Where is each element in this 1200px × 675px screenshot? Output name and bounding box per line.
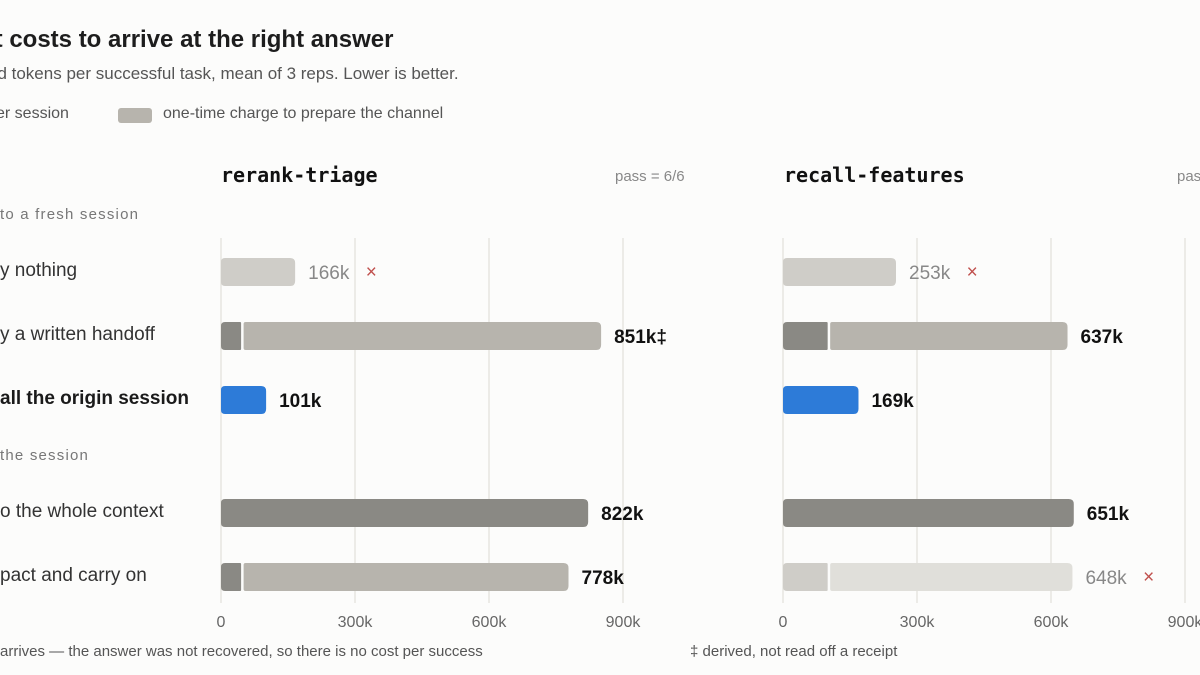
bar-value-label: 851k‡ bbox=[614, 327, 667, 348]
legend-item-prep: one-time charge to prepare the channel bbox=[118, 105, 443, 123]
bar-value-label: 169k bbox=[871, 391, 914, 412]
bar-segment bbox=[221, 563, 242, 591]
panel-title: recall-features bbox=[784, 163, 965, 187]
fail-mark-icon: × bbox=[967, 262, 978, 283]
footnote-derived: ‡ derived, not read off a receipt bbox=[690, 643, 898, 660]
panel-pass: pass = 6/6 bbox=[615, 168, 685, 185]
bar-value-label: 166k bbox=[308, 263, 350, 284]
row-label: all the origin session bbox=[0, 388, 189, 409]
bar-value-label: 651k bbox=[1087, 504, 1130, 525]
legend-label: one-time charge to prepare the channel bbox=[163, 105, 444, 122]
bar-value-label: 648k bbox=[1085, 568, 1127, 589]
x-tick-label: 0 bbox=[779, 614, 788, 631]
bar-value-label: 778k bbox=[582, 568, 625, 589]
row-label: pact and carry on bbox=[0, 565, 147, 586]
bar-value-label: 637k bbox=[1081, 327, 1124, 348]
bar-value-label: 253k bbox=[909, 263, 951, 284]
chart-title: it costs to arrive at the right answer bbox=[0, 26, 394, 53]
chart-subtitle: ed tokens per successful task, mean of 3… bbox=[0, 64, 459, 83]
x-tick-label: 0 bbox=[217, 614, 226, 631]
bar-segment bbox=[783, 322, 828, 350]
x-tick-label: 300k bbox=[338, 614, 374, 631]
panel-pass: pas bbox=[1177, 168, 1200, 185]
bar-segment bbox=[830, 563, 1073, 591]
bar-segment bbox=[783, 386, 859, 414]
bar-segment bbox=[221, 322, 242, 350]
row-label: y nothing bbox=[0, 260, 78, 281]
row-label: y a written handoff bbox=[0, 324, 155, 345]
bar-segment bbox=[830, 322, 1068, 350]
bar-segment bbox=[783, 258, 897, 286]
footnote-fail: arrives — the answer was not recovered, … bbox=[0, 643, 483, 660]
bar-segment bbox=[243, 563, 569, 591]
x-tick-label: 900k bbox=[1168, 614, 1200, 631]
bar-segment bbox=[783, 563, 828, 591]
x-tick-label: 600k bbox=[1034, 614, 1070, 631]
x-tick-label: 300k bbox=[900, 614, 936, 631]
x-tick-label: 900k bbox=[606, 614, 642, 631]
x-tick-label: 600k bbox=[472, 614, 508, 631]
legend-label: er session bbox=[0, 105, 69, 122]
row-label: o the whole context bbox=[0, 501, 164, 522]
bar-value-label: 101k bbox=[279, 391, 322, 412]
legend-item-session: er session bbox=[0, 105, 69, 123]
bar-value-label: 822k bbox=[601, 504, 644, 525]
fail-mark-icon: × bbox=[366, 262, 377, 283]
bar-segment bbox=[243, 322, 602, 350]
group-label: to a fresh session bbox=[0, 206, 140, 223]
fail-mark-icon: × bbox=[1143, 567, 1154, 588]
bar-segment bbox=[783, 499, 1074, 527]
group-label: the session bbox=[0, 447, 90, 464]
legend-swatch bbox=[118, 108, 152, 123]
panel-title: rerank-triage bbox=[221, 163, 378, 187]
bar-segment bbox=[221, 386, 267, 414]
bar-segment bbox=[221, 258, 296, 286]
bar-segment bbox=[221, 499, 589, 527]
